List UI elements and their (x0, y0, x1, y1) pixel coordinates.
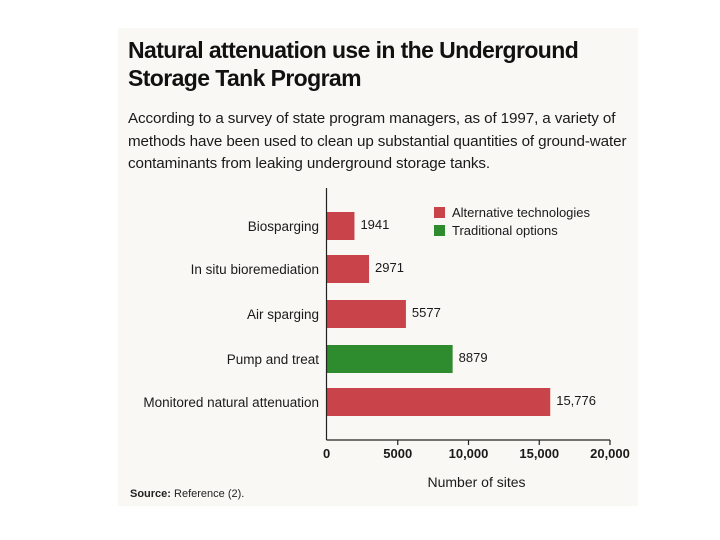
legend-swatch-traditional (434, 225, 445, 236)
x-tick-label: 10,000 (449, 446, 489, 461)
category-label: Biosparging (248, 219, 319, 234)
legend-label-alternative: Alternative technologies (452, 205, 591, 220)
bar-chart: Biosparging 1941 In situ bioremediation 297… (143, 188, 630, 490)
source-note: Source: Reference (2). (130, 488, 244, 500)
x-tick-label: 20,000 (590, 446, 630, 461)
category-label: Air sparging (247, 307, 319, 322)
bar-air-sparging (327, 300, 406, 328)
bar-in-situ-bioremediation (327, 255, 370, 283)
chart-area: Biosparging 1941 In situ bioremediation 297… (118, 28, 638, 506)
legend-swatch-alternative (434, 207, 445, 218)
x-tick-label: 0 (323, 446, 330, 461)
category-label: In situ bioremediation (191, 262, 319, 277)
bar-monitored-natural-attenuation (327, 388, 551, 416)
value-label: 15,776 (556, 393, 596, 408)
bar-pump-and-treat (327, 345, 453, 373)
figure-title: Natural attenuation use in the Undergrou… (128, 37, 579, 91)
value-label: 1941 (360, 217, 389, 232)
value-label: 8879 (459, 350, 488, 365)
value-label: 2971 (375, 260, 404, 275)
bar-biosparging (327, 212, 355, 240)
figure-subtitle: According to a survey of state program m… (128, 110, 627, 172)
x-tick-label: 5000 (383, 446, 412, 461)
x-tick-label: 15,000 (519, 446, 559, 461)
source-text: Reference (2). (174, 488, 245, 500)
legend-label-traditional: Traditional options (452, 223, 558, 238)
source-label: Source: (130, 488, 171, 500)
x-axis-title: Number of sites (427, 474, 525, 490)
value-label: 5577 (412, 305, 441, 320)
figure-page: Natural attenuation use in the Undergrou… (118, 28, 638, 506)
category-label: Pump and treat (227, 352, 320, 367)
category-label: Monitored natural attenuation (143, 395, 319, 410)
